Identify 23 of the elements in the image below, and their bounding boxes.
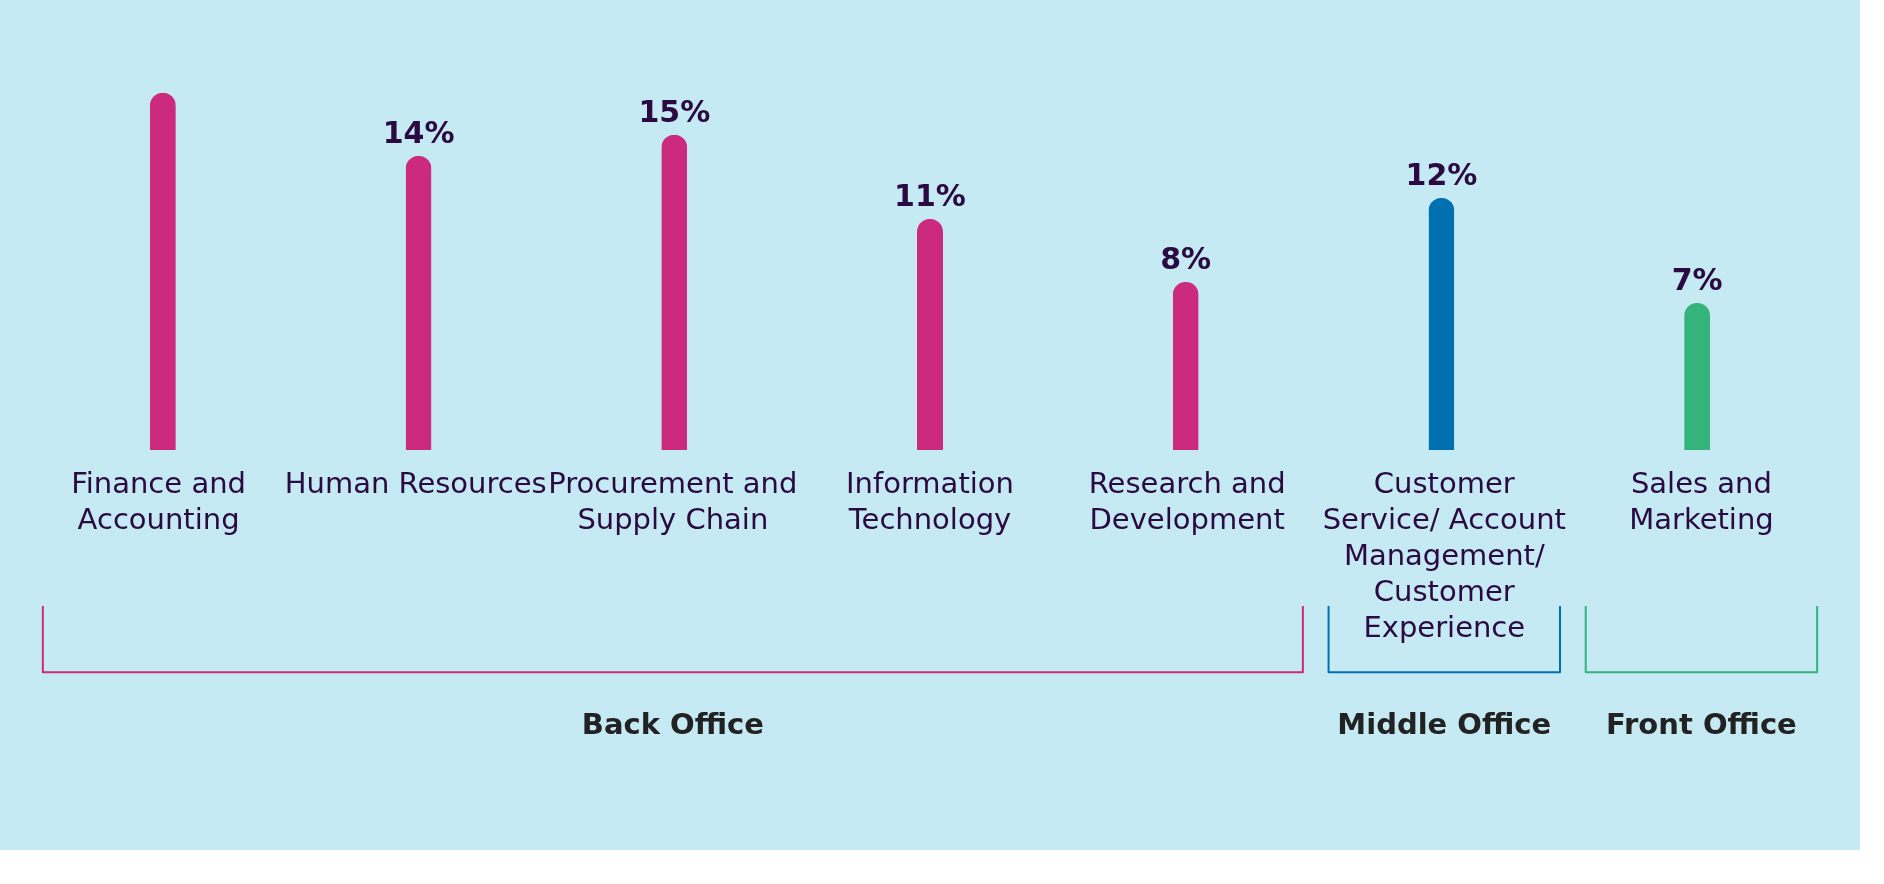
text: Front Office (1606, 707, 1797, 741)
data-label: 8% (1160, 240, 1212, 276)
data-label: 14% (382, 114, 455, 150)
bar (149, 92, 176, 450)
x-tick-label: Customer Service/ Account Management/ Customer Experience (1322, 466, 1566, 644)
bar (1684, 302, 1711, 450)
bar (405, 155, 432, 450)
data-label: 7% (1671, 261, 1723, 297)
bar (1172, 281, 1199, 450)
data-label: 11% (894, 177, 966, 213)
x-tick-label: Procurement and Supply Chain (548, 466, 798, 536)
bar (917, 218, 943, 450)
x-tick-label: Sales and Marketing (1629, 466, 1774, 536)
data-label: 12% (1405, 156, 1478, 192)
bar (1428, 197, 1455, 450)
x-tick-label: Information Technology (846, 466, 1014, 536)
x-tick-label: Finance and Accounting (71, 466, 246, 536)
bar (661, 134, 688, 450)
text: Back Office (581, 707, 764, 741)
text: Middle Office (1337, 707, 1552, 741)
data-label: 15% (638, 93, 711, 129)
x-tick-label: Human Resources (284, 466, 547, 500)
x-tick-label: Research and Development (1088, 466, 1286, 536)
